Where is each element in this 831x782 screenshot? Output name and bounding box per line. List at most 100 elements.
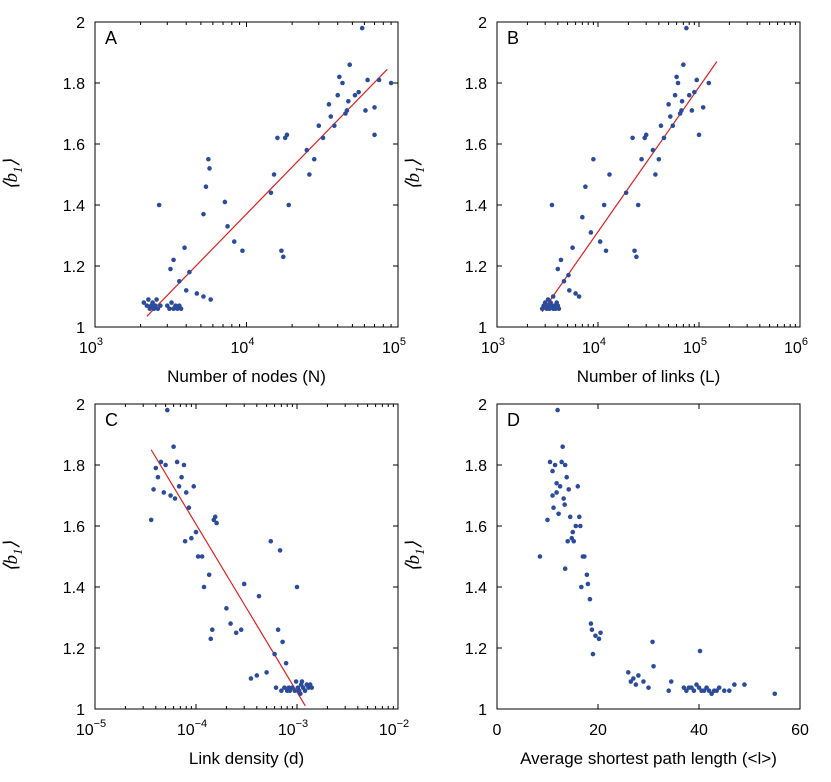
data-point xyxy=(176,278,182,284)
data-point xyxy=(700,105,706,110)
x-tick-label: 10−4 xyxy=(177,718,207,739)
data-point xyxy=(597,239,603,244)
data-point xyxy=(578,523,583,529)
data-point xyxy=(684,25,689,31)
data-point xyxy=(555,266,561,272)
y-tick-label: 1.8 xyxy=(63,458,85,475)
data-point xyxy=(635,202,641,208)
y-tick-label: 1.4 xyxy=(63,198,85,215)
data-point xyxy=(359,25,365,31)
data-point xyxy=(681,62,686,67)
data-point xyxy=(282,685,287,690)
data-point xyxy=(240,248,245,254)
data-point xyxy=(195,554,201,559)
data-point xyxy=(201,584,207,590)
data-point xyxy=(598,630,603,636)
data-point xyxy=(550,493,555,498)
data-point xyxy=(146,297,151,302)
data-point xyxy=(165,407,170,413)
data-point xyxy=(589,627,595,632)
y-tick-label: 2 xyxy=(478,397,487,414)
data-point xyxy=(191,484,197,489)
data-point xyxy=(152,303,158,308)
data-point xyxy=(550,468,555,474)
y-tick-label: 1.6 xyxy=(63,519,85,536)
y-tick-label: 1.2 xyxy=(465,259,487,276)
data-point xyxy=(653,172,658,177)
data-point xyxy=(199,554,205,559)
data-point xyxy=(570,529,576,535)
fit-line xyxy=(541,61,718,313)
y-tick-label: 1.6 xyxy=(63,137,85,154)
panel-b: 1 1.2 1.4 1.6 1.8 2 103 104 105 106 B Number of lin… xyxy=(403,15,808,386)
data-point xyxy=(567,514,573,520)
data-point xyxy=(283,660,289,666)
data-point xyxy=(562,502,567,507)
data-point xyxy=(279,248,284,254)
data-point xyxy=(309,685,315,690)
x-tick-label: 20 xyxy=(589,722,607,739)
data-point xyxy=(571,538,577,544)
x-tick-label: 10−2 xyxy=(379,718,409,739)
data-point xyxy=(238,627,244,632)
data-point xyxy=(650,147,656,153)
data-point xyxy=(643,132,649,138)
data-point xyxy=(630,135,635,141)
data-point xyxy=(556,511,561,517)
data-point xyxy=(206,572,212,578)
data-point xyxy=(689,108,695,113)
data-point xyxy=(388,80,394,86)
data-point xyxy=(275,627,281,632)
plot-frame xyxy=(94,403,399,710)
data-point xyxy=(214,520,219,526)
data-point xyxy=(344,108,350,113)
data-point xyxy=(209,627,215,632)
data-point xyxy=(158,303,163,308)
data-point xyxy=(171,257,176,263)
data-point xyxy=(626,670,631,675)
data-point xyxy=(588,621,594,626)
data-point xyxy=(558,257,564,263)
data-point xyxy=(573,523,579,529)
data-point xyxy=(228,621,233,626)
data-point xyxy=(176,484,182,489)
x-tick-label: 103 xyxy=(79,336,103,357)
data-point xyxy=(545,297,551,302)
data-point xyxy=(356,89,361,95)
data-point xyxy=(696,685,702,690)
data-point xyxy=(549,202,555,208)
data-point xyxy=(570,245,575,250)
data-point xyxy=(588,230,594,235)
y-tick-label: 1.6 xyxy=(465,519,487,536)
data-point xyxy=(631,676,636,681)
data-point xyxy=(679,99,685,104)
data-point xyxy=(174,459,180,465)
y-tick-label: 1.8 xyxy=(465,76,487,93)
data-point xyxy=(562,462,568,468)
data-point xyxy=(623,190,629,196)
data-point xyxy=(167,306,172,312)
x-tick-label: 10−5 xyxy=(76,718,106,739)
data-point xyxy=(168,266,173,272)
data-point xyxy=(593,633,598,639)
y-tick-label: 1.4 xyxy=(465,198,487,215)
data-point xyxy=(706,80,712,86)
data-point xyxy=(591,156,596,162)
data-point xyxy=(689,685,694,690)
y-axis-label: ⟨b1⟩ xyxy=(1,541,25,572)
data-point xyxy=(636,673,641,678)
data-point xyxy=(742,682,747,687)
data-point xyxy=(158,459,164,465)
data-point xyxy=(542,300,548,305)
data-point xyxy=(706,688,712,693)
plot-frame xyxy=(496,403,801,710)
data-point xyxy=(279,688,284,693)
data-point xyxy=(564,474,569,480)
y-tick-label: 1 xyxy=(76,702,85,719)
data-point xyxy=(646,685,651,690)
data-point xyxy=(559,459,564,465)
data-point xyxy=(241,581,247,587)
data-point xyxy=(561,278,567,284)
data-point xyxy=(727,688,732,693)
data-point xyxy=(193,529,199,535)
